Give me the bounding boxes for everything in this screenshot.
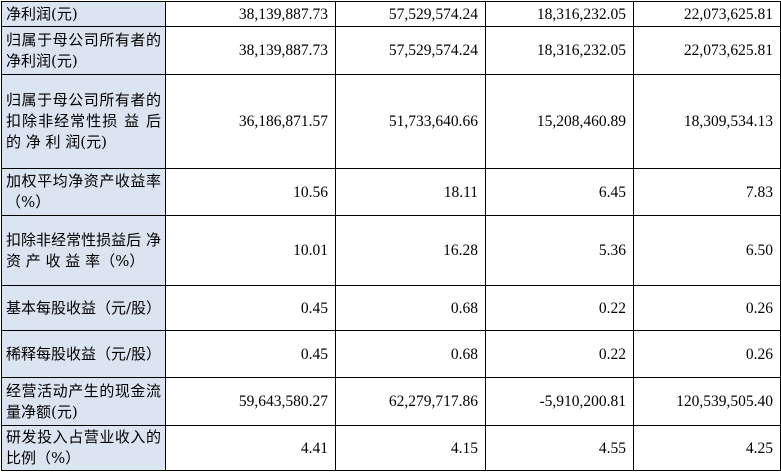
table-cell: 120,539,505.40 — [633, 377, 781, 426]
table-cell: 10.56 — [165, 168, 336, 216]
table-row: 研发投入占营业收入的比例（%） 4.41 4.15 4.55 4.25 — [1, 425, 781, 471]
table-cell: 57,529,574.24 — [335, 1, 486, 27]
row-label: 研发投入占营业收入的比例（%） — [1, 425, 166, 471]
table-cell: 0.68 — [335, 285, 486, 331]
row-label: 净利润(元) — [1, 1, 166, 27]
table-cell: 36,186,871.57 — [165, 74, 336, 169]
table-cell: 22,073,625.81 — [633, 26, 781, 75]
table-cell: 7.83 — [633, 168, 781, 216]
row-label: 经营活动产生的现金流量净额(元) — [1, 377, 166, 426]
table-cell: 18,309,534.13 — [633, 74, 781, 169]
row-label: 加权平均净资产收益率（%） — [1, 168, 166, 216]
table-cell: 6.50 — [633, 215, 781, 286]
table-row: 加权平均净资产收益率（%） 10.56 18.11 6.45 7.83 — [1, 168, 781, 216]
table-cell: -5,910,200.81 — [485, 377, 634, 426]
table-cell: 0.45 — [165, 285, 336, 331]
table-cell: 18.11 — [335, 168, 486, 216]
table-cell: 4.15 — [335, 425, 486, 471]
row-label: 归属于母公司所有者的扣除非经常性损 益 后 的 净 利 润(元) — [1, 74, 166, 169]
row-label: 归属于母公司所有者的净利润(元) — [1, 26, 166, 75]
table-cell: 18,316,232.05 — [485, 26, 634, 75]
table-row: 净利润(元) 38,139,887.73 57,529,574.24 18,31… — [1, 1, 781, 27]
table-cell: 22,073,625.81 — [633, 1, 781, 27]
table-cell: 0.68 — [335, 330, 486, 378]
table-cell: 0.26 — [633, 330, 781, 378]
table-cell: 57,529,574.24 — [335, 26, 486, 75]
table-cell: 0.45 — [165, 330, 336, 378]
table-row: 经营活动产生的现金流量净额(元) 59,643,580.27 62,279,71… — [1, 377, 781, 426]
table-cell: 0.22 — [485, 285, 634, 331]
row-label: 稀释每股收益（元/股） — [1, 330, 166, 378]
table-cell: 16.28 — [335, 215, 486, 286]
table-cell: 15,208,460.89 — [485, 74, 634, 169]
table-cell: 5.36 — [485, 215, 634, 286]
table-cell: 6.45 — [485, 168, 634, 216]
table-cell: 38,139,887.73 — [165, 1, 336, 27]
table-cell: 62,279,717.86 — [335, 377, 486, 426]
row-label: 基本每股收益（元/股） — [1, 285, 166, 331]
table-row: 扣除非经常性损益后 净 资 产 收 益 率（%） 10.01 16.28 5.3… — [1, 215, 781, 286]
table-cell: 4.55 — [485, 425, 634, 471]
table-cell: 0.22 — [485, 330, 634, 378]
table-cell: 59,643,580.27 — [165, 377, 336, 426]
table-row: 归属于母公司所有者的扣除非经常性损 益 后 的 净 利 润(元) 36,186,… — [1, 74, 781, 169]
table-cell: 0.26 — [633, 285, 781, 331]
table-row: 稀释每股收益（元/股） 0.45 0.68 0.22 0.26 — [1, 330, 781, 378]
table-cell: 4.41 — [165, 425, 336, 471]
table-row: 基本每股收益（元/股） 0.45 0.68 0.22 0.26 — [1, 285, 781, 331]
table-row: 归属于母公司所有者的净利润(元) 38,139,887.73 57,529,57… — [1, 26, 781, 75]
table-cell: 51,733,640.66 — [335, 74, 486, 169]
table-cell: 10.01 — [165, 215, 336, 286]
table-cell: 38,139,887.73 — [165, 26, 336, 75]
row-label: 扣除非经常性损益后 净 资 产 收 益 率（%） — [1, 215, 166, 286]
table-cell: 4.25 — [633, 425, 781, 471]
table-cell: 18,316,232.05 — [485, 1, 634, 27]
